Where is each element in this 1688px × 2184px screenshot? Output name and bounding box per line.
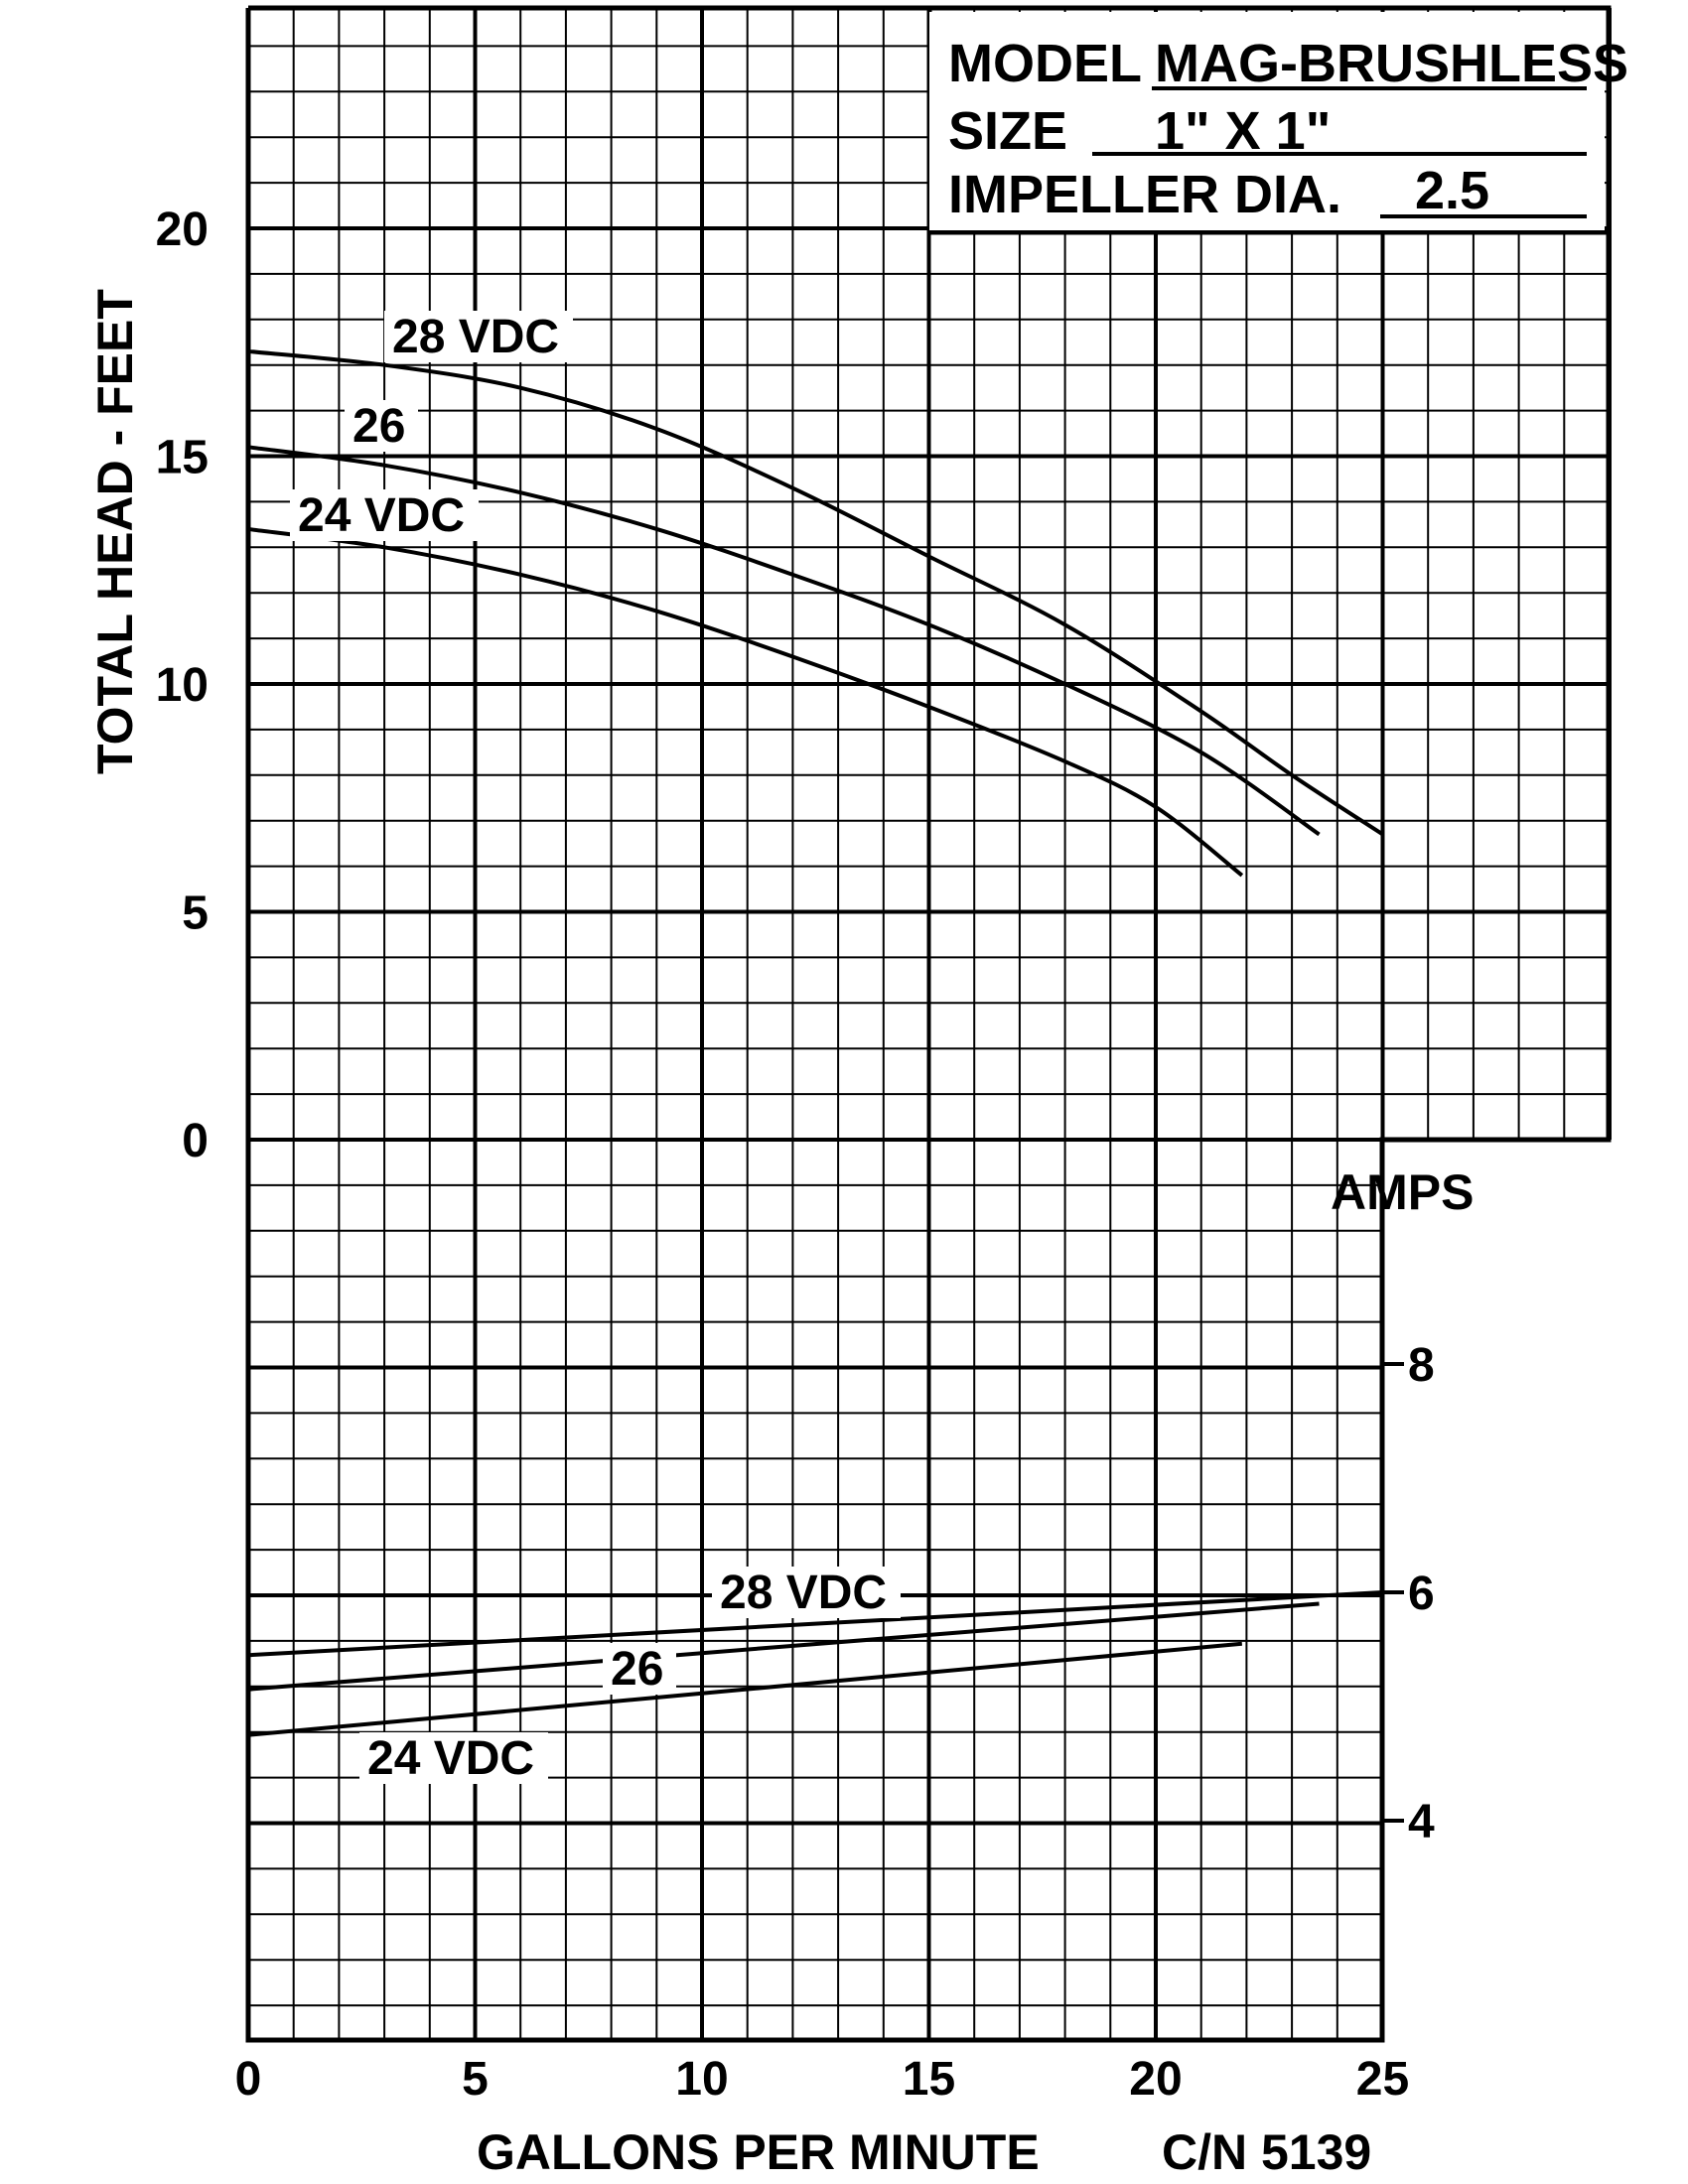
model-value: MAG-BRUSHLESS: [1155, 34, 1628, 93]
amps-curve-label: 28 VDC: [720, 1567, 887, 1619]
size-value: 1" X 1": [1155, 101, 1331, 161]
head-tick-label: 5: [182, 887, 209, 940]
x-tick-label: 0: [235, 2053, 262, 2106]
head-curve-label: 28 VDC: [392, 311, 559, 363]
amps-curve-24-vdc: [247, 1641, 1243, 1737]
chart-curves: 28 VDC 26 24 VDC 28 VDC 26 24 VDC: [247, 311, 1384, 1785]
head-tick-label: 20: [156, 204, 209, 256]
amps-curve-label-bg: [603, 1643, 676, 1695]
amps-tick-label: 4: [1408, 1796, 1435, 1848]
amps-curve-label-bg: [712, 1567, 901, 1618]
head-tick-label: 15: [156, 432, 209, 484]
head-tick-label: 0: [182, 1115, 209, 1167]
amps-tick-label: 8: [1408, 1339, 1435, 1392]
amps-axis-title: AMPS: [1331, 1164, 1474, 1220]
x-tick-label: 25: [1356, 2053, 1409, 2106]
amps-curve-label-bg: [359, 1732, 548, 1784]
head-curve-28-vdc: [247, 348, 1384, 837]
amps-tick-label: 6: [1408, 1568, 1435, 1620]
head-curve-label-bg: [384, 311, 573, 362]
y-axis-title: TOTAL HEAD - FEET: [87, 289, 143, 774]
head-tick-label: 10: [156, 659, 209, 712]
x-tick-label: 15: [903, 2053, 955, 2106]
head-curve-label-bg: [290, 489, 479, 541]
head-curve-label: 26: [352, 400, 405, 453]
catalog-number: C/N 5139: [1162, 2124, 1371, 2180]
amps-curve-26-vdc: [247, 1601, 1320, 1692]
head-curve-26-vdc: [247, 445, 1321, 837]
info-box: MODEL MAG-BRUSHLESS SIZE 1" X 1" IMPELLE…: [929, 12, 1628, 230]
impeller-value: 2.5: [1415, 161, 1489, 220]
amps-curve-28-vdc: [247, 1590, 1383, 1658]
model-label: MODEL: [948, 34, 1142, 93]
head-curve-24-vdc: [247, 526, 1244, 878]
x-axis-title: GALLONS PER MINUTE: [477, 2124, 1040, 2180]
head-curve-label: 24 VDC: [298, 489, 465, 542]
amps-curve-label: 24 VDC: [367, 1732, 534, 1785]
x-tick-label: 20: [1129, 2053, 1182, 2106]
amps-curve-label: 26: [611, 1643, 663, 1696]
x-tick-label: 5: [462, 2053, 489, 2106]
axis-tick-labels: 0 5 10 15 20 25 0 5 10 15 20 4 6 8: [156, 204, 1435, 2106]
x-tick-label: 10: [675, 2053, 728, 2106]
size-label: SIZE: [948, 101, 1067, 161]
head-curve-label-bg: [345, 400, 418, 452]
impeller-label: IMPELLER DIA.: [948, 165, 1341, 224]
